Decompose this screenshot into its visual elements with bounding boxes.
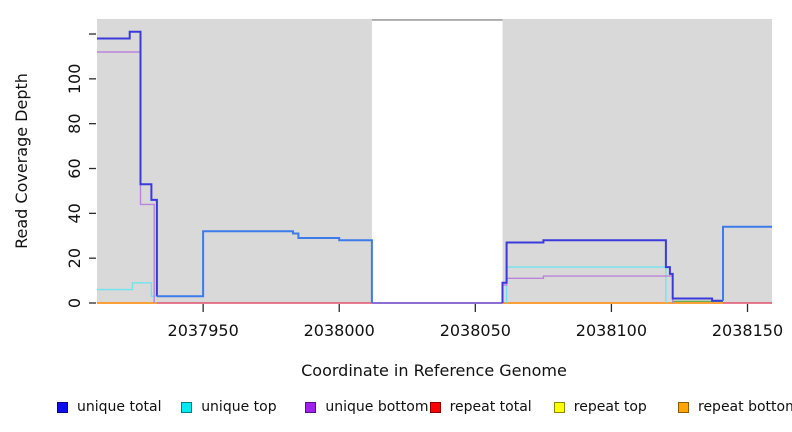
- legend-swatch-icon: [57, 401, 68, 413]
- y-tick-label: 40: [65, 203, 84, 223]
- legend-item-repeat-top: repeat top: [553, 399, 647, 415]
- legend-swatch-icon: [181, 401, 193, 413]
- series-unique-total-mid: [156, 230, 373, 303]
- x-tick-label: 2038100: [576, 321, 647, 340]
- series-unique-top-left: [97, 282, 157, 297]
- legend-swatch-icon: [678, 401, 689, 413]
- legend-item-repeat-total: repeat total: [429, 399, 532, 415]
- legend-label: repeat total: [449, 399, 532, 415]
- legend-item-unique-total: unique total: [57, 399, 161, 415]
- legend-swatch-icon: [553, 401, 565, 413]
- legend-label: unique bottom: [325, 399, 429, 415]
- legend-item-unique-bottom: unique bottom: [305, 399, 428, 415]
- y-tick-label: 0: [65, 298, 84, 308]
- x-tick-label: 2038050: [440, 321, 511, 340]
- x-tick-label: 2038000: [304, 321, 375, 340]
- legend-swatch-icon: [429, 401, 441, 413]
- legend-item-unique-top: unique top: [181, 399, 277, 415]
- y-tick-label: 100: [65, 64, 84, 95]
- legend-swatch-icon: [305, 401, 317, 413]
- y-tick-label: 60: [65, 158, 84, 178]
- legend-label: repeat top: [573, 399, 647, 415]
- series-unique-total-right2: [722, 225, 772, 301]
- legend-label: repeat bottom: [698, 399, 792, 415]
- x-tick-label: 2037950: [168, 321, 239, 340]
- series-unique-total-right1: [501, 239, 723, 303]
- x-axis-title: Coordinate in Reference Genome: [301, 361, 567, 380]
- y-tick-label: 80: [65, 113, 84, 133]
- legend-label: unique total: [77, 399, 162, 415]
- chart-canvas: 2037950 2038000 2038050 2038100 2038150 0 20 40…: [12, 19, 783, 380]
- y-tick-label: 20: [65, 248, 84, 268]
- legend-item-repeat-bottom: repeat bottom: [678, 399, 792, 415]
- series-unique-bottom-left: [97, 51, 155, 303]
- series-unique-total-left: [97, 30, 158, 297]
- x-tick-label: 2038150: [712, 321, 783, 340]
- chart-legend: unique total unique top unique bottom repea…: [0, 399, 792, 419]
- legend-label: unique top: [201, 399, 277, 415]
- masked-region: [371, 20, 503, 303]
- y-axis-title: Read Coverage Depth: [12, 73, 31, 249]
